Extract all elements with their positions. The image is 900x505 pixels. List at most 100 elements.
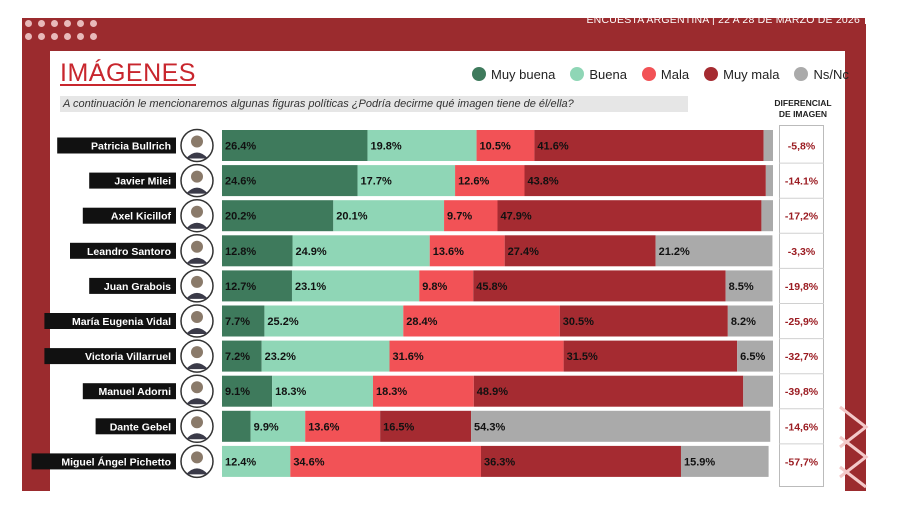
data-label: 9.9% xyxy=(254,421,279,433)
legend-label: Muy buena xyxy=(491,66,556,82)
differential-value: -3,3% xyxy=(788,246,816,258)
bar-segment xyxy=(222,445,291,477)
data-label: 43.8% xyxy=(527,176,558,188)
data-label: 41.6% xyxy=(537,141,568,153)
data-label: 48.9% xyxy=(477,386,508,398)
bar-segment xyxy=(222,340,262,372)
bar-segment xyxy=(524,165,766,197)
avatar-head xyxy=(191,275,203,288)
avatar-head xyxy=(191,311,203,323)
survey-header: ENCUESTA ARGENTINA | 22 A 28 DE MARZO DE… xyxy=(586,13,866,26)
chart-legend: Muy buena Buena Mala Muy mala Ns/Nc xyxy=(472,65,864,83)
bar-segment xyxy=(680,445,769,477)
data-label: 9.7% xyxy=(447,211,472,223)
legend-item: Mala xyxy=(641,67,689,82)
bar-segment xyxy=(292,235,430,267)
category-label: Juan Grabois xyxy=(104,281,171,293)
bar-segment xyxy=(222,270,292,302)
category-label-bg xyxy=(31,453,176,470)
bar-segment xyxy=(291,270,420,302)
data-label: 28.4% xyxy=(406,316,437,328)
bar-segment xyxy=(471,410,771,442)
avatar-body xyxy=(186,257,208,264)
bar-segment xyxy=(367,130,477,161)
decorative-dot xyxy=(51,20,58,27)
avatar-body xyxy=(186,187,208,194)
data-label: 7.2% xyxy=(225,351,250,363)
legend-label: Buena xyxy=(589,66,627,82)
avatar-head xyxy=(191,135,203,148)
bar-segment xyxy=(763,130,773,161)
data-label: 13.6% xyxy=(433,246,464,258)
data-label: 9.1% xyxy=(225,386,250,398)
bar-segment xyxy=(455,165,525,197)
decorative-dot xyxy=(25,20,32,27)
legend-swatch xyxy=(570,67,585,81)
data-label: 31.5% xyxy=(567,351,598,363)
bar-segment xyxy=(372,375,474,407)
decorative-dot xyxy=(90,33,97,40)
data-label: 25.2% xyxy=(267,316,298,328)
legend-label: Ns/Nc xyxy=(813,66,849,82)
legend-swatch xyxy=(704,67,719,81)
data-label: 45.8% xyxy=(476,281,507,293)
bar-segment xyxy=(222,165,358,197)
bar-segment xyxy=(333,200,445,232)
category-label-bg xyxy=(57,137,177,154)
decorative-chevrons xyxy=(839,405,869,489)
data-label: 47.9% xyxy=(501,211,532,223)
bar-segment xyxy=(727,305,773,337)
data-label: 18.3% xyxy=(275,386,306,398)
bar-segment xyxy=(655,235,773,267)
decorative-dot xyxy=(90,20,97,27)
bar-segment xyxy=(389,340,564,372)
bar-segment xyxy=(497,200,762,232)
category-label: Miguel Ángel Pichetto xyxy=(61,455,171,468)
legend-item: Muy buena xyxy=(472,67,555,82)
avatar-body xyxy=(186,433,208,440)
avatar-head xyxy=(191,205,203,218)
category-label-bg xyxy=(89,172,176,189)
bar-segment xyxy=(222,235,293,267)
category-label-bg xyxy=(82,383,176,400)
category-label-bg xyxy=(82,207,176,224)
bar-segment xyxy=(476,130,535,161)
category-label: Victoria Villarruel xyxy=(85,351,171,363)
data-label: 9.8% xyxy=(422,281,447,293)
bar-segment xyxy=(380,410,472,442)
differential-value: -32,7% xyxy=(785,351,819,363)
decorative-dot xyxy=(51,33,58,40)
data-label: 30.5% xyxy=(563,316,594,328)
category-label-bg xyxy=(89,277,176,294)
data-label: 26.4% xyxy=(225,141,256,153)
bar-segment xyxy=(761,200,773,232)
avatar-head xyxy=(191,240,203,253)
category-label: Patricia Bullrich xyxy=(91,141,171,153)
legend-item: Muy mala xyxy=(704,67,779,82)
data-label: 24.6% xyxy=(225,176,256,188)
category-label-bg xyxy=(44,348,177,365)
bar-segment xyxy=(357,165,456,197)
data-label: 7.7% xyxy=(225,316,250,328)
data-label: 27.4% xyxy=(508,246,539,258)
data-label: 10.5% xyxy=(480,141,511,153)
differential-header: DIFERENCIAL DE IMAGEN xyxy=(774,98,832,119)
bar-segment xyxy=(473,375,744,407)
data-label: 20.1% xyxy=(336,211,367,223)
bar-segment xyxy=(737,340,773,372)
data-label: 17.7% xyxy=(361,176,392,188)
category-label: Manuel Adorni xyxy=(98,386,171,398)
category-label-bg xyxy=(44,313,177,329)
differential-value: -57,7% xyxy=(785,456,819,468)
page-title: IMÁGENES xyxy=(60,59,196,87)
data-label: 23.2% xyxy=(265,351,296,363)
differential-value: -14,6% xyxy=(785,421,819,433)
category-label: Javier Milei xyxy=(114,176,171,188)
bar-segment xyxy=(559,305,728,337)
category-label: Leandro Santoro xyxy=(87,246,171,258)
differential-value: -14.1% xyxy=(785,176,819,188)
avatar-body xyxy=(186,363,208,370)
data-label: 12.8% xyxy=(225,246,256,258)
avatar-head xyxy=(191,346,203,359)
bar-segment xyxy=(264,305,404,337)
